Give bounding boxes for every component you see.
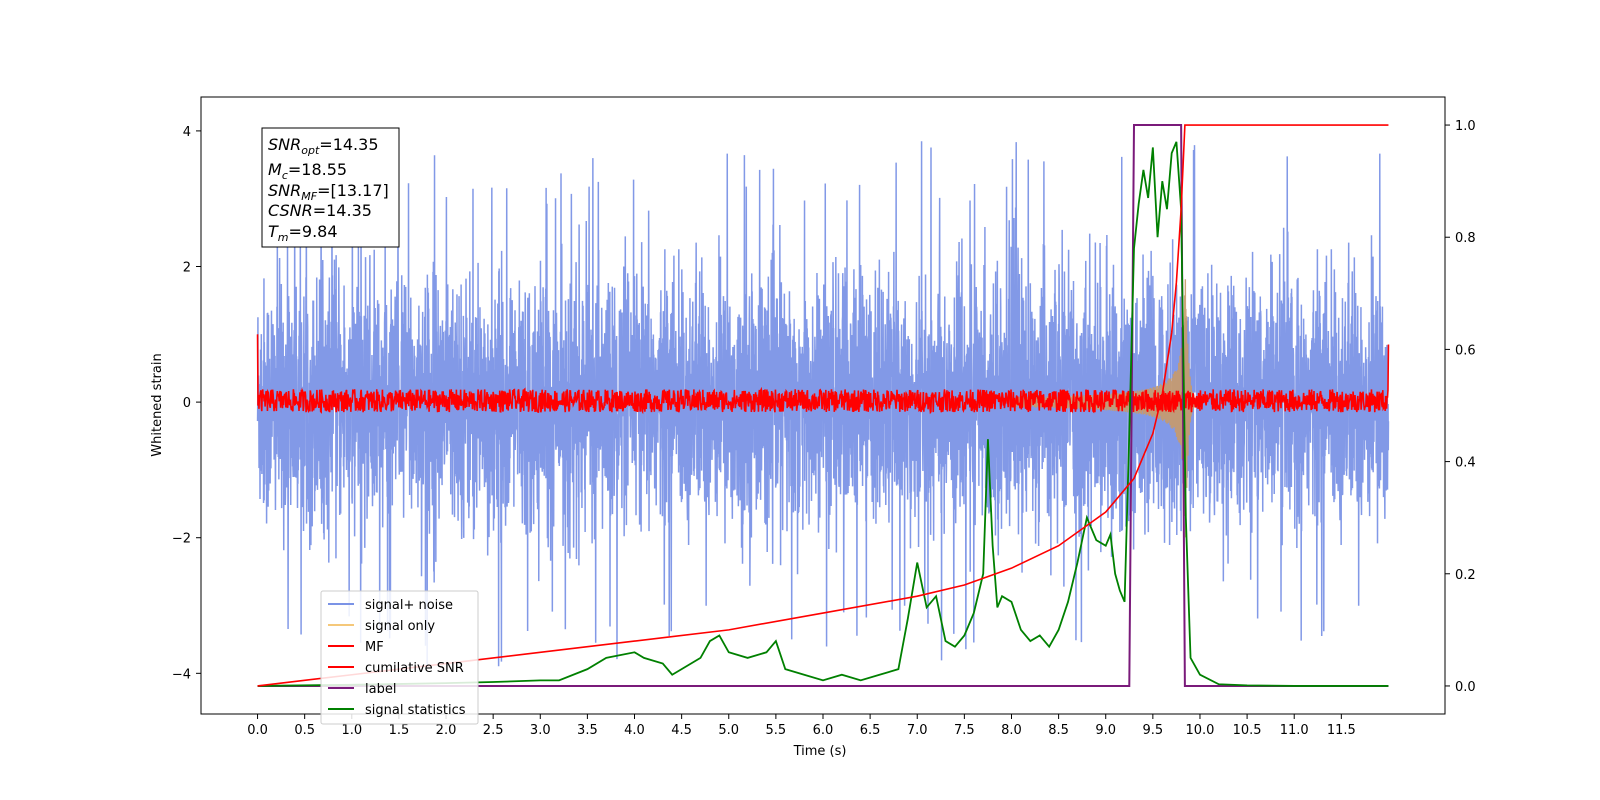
x-tick-label: 11.5 bbox=[1327, 723, 1356, 738]
x-tick-label: 4.0 bbox=[624, 723, 645, 738]
annotation-mc: Mc=18.55 bbox=[268, 160, 347, 182]
legend-label: signal statistics bbox=[365, 703, 466, 718]
x-tick-label: 9.5 bbox=[1143, 723, 1164, 738]
legend-label: signal+ noise bbox=[365, 598, 453, 613]
y2-tick-label: 0.2 bbox=[1455, 568, 1476, 583]
x-tick-label: 4.5 bbox=[671, 723, 692, 738]
y-tick-label: −4 bbox=[172, 667, 191, 682]
x-tick-label: 6.5 bbox=[860, 723, 881, 738]
y2-tick-label: 0.0 bbox=[1455, 680, 1476, 695]
series-cumilative-snr bbox=[257, 124, 1389, 687]
y2-tick-label: 0.8 bbox=[1455, 231, 1476, 246]
x-tick-label: 3.0 bbox=[530, 723, 551, 738]
x-tick-label: 7.5 bbox=[954, 723, 975, 738]
legend: signal+ noise signal only MF cumilative SNR… bbox=[320, 590, 479, 725]
series-signal-statistics bbox=[257, 141, 1389, 687]
x-tick-label: 0.5 bbox=[294, 723, 315, 738]
legend-label: MF bbox=[365, 640, 384, 655]
x-tick-label: 8.5 bbox=[1048, 723, 1069, 738]
annotation-snr-opt: SNRopt=14.35 bbox=[268, 135, 379, 157]
y-axis-label: Whitened strain bbox=[150, 353, 165, 456]
y-tick-label: −2 bbox=[172, 532, 191, 547]
legend-label: label bbox=[365, 682, 396, 697]
x-tick-label: 8.0 bbox=[1001, 723, 1022, 738]
annotation-frame bbox=[261, 127, 400, 248]
x-tick-label: 11.0 bbox=[1280, 723, 1309, 738]
annotation-snr-mf: SNRMF=[13.17] bbox=[268, 181, 389, 203]
x-tick-label: 9.0 bbox=[1095, 723, 1116, 738]
x-tick-label: 2.5 bbox=[483, 723, 504, 738]
y2-tick-label: 1.0 bbox=[1455, 119, 1476, 134]
x-tick-label: 6.0 bbox=[813, 723, 834, 738]
x-tick-label: 7.0 bbox=[907, 723, 928, 738]
x-tick-label: 2.0 bbox=[436, 723, 457, 738]
x-tick-label: 0.0 bbox=[247, 723, 268, 738]
y-axis-right: 1.0 0.8 0.6 0.4 0.2 0.0 bbox=[1445, 119, 1476, 695]
x-tick-label: 5.0 bbox=[718, 723, 739, 738]
x-axis: 0.0 0.5 1.0 1.5 2.0 2.5 3.0 3.5 4.0 4.5 5.0 5.5 6.0 6… bbox=[247, 714, 1356, 738]
y-tick-label: 2 bbox=[183, 261, 191, 276]
y-tick-label: 4 bbox=[183, 125, 191, 140]
legend-label: cumilative SNR bbox=[365, 661, 464, 676]
series-label bbox=[257, 124, 1389, 687]
annotation-tm: Tm=9.84 bbox=[268, 222, 338, 244]
data-layer bbox=[256, 124, 1390, 687]
x-tick-label: 10.0 bbox=[1185, 723, 1214, 738]
legend-label: signal only bbox=[365, 619, 435, 634]
y-axis-left: 4 2 0 −2 −4 bbox=[172, 125, 201, 682]
x-tick-label: 10.5 bbox=[1233, 723, 1262, 738]
x-tick-label: 1.5 bbox=[389, 723, 410, 738]
x-tick-label: 5.5 bbox=[766, 723, 787, 738]
series-mf bbox=[256, 334, 1390, 415]
x-tick-label: 3.5 bbox=[577, 723, 598, 738]
y2-tick-label: 0.6 bbox=[1455, 343, 1476, 358]
y2-tick-label: 0.4 bbox=[1455, 456, 1476, 471]
annotation-csnr: CSNR=14.35 bbox=[268, 201, 372, 220]
annotation-box: SNRopt=14.35 Mc=18.55 SNRMF=[13.17] CSNR… bbox=[261, 127, 400, 248]
x-tick-label: 1.0 bbox=[341, 723, 362, 738]
legend-frame bbox=[320, 590, 479, 725]
y-tick-label: 0 bbox=[183, 396, 191, 411]
series-signal-noise bbox=[256, 139, 1390, 667]
x-axis-label: Time (s) bbox=[793, 744, 847, 759]
